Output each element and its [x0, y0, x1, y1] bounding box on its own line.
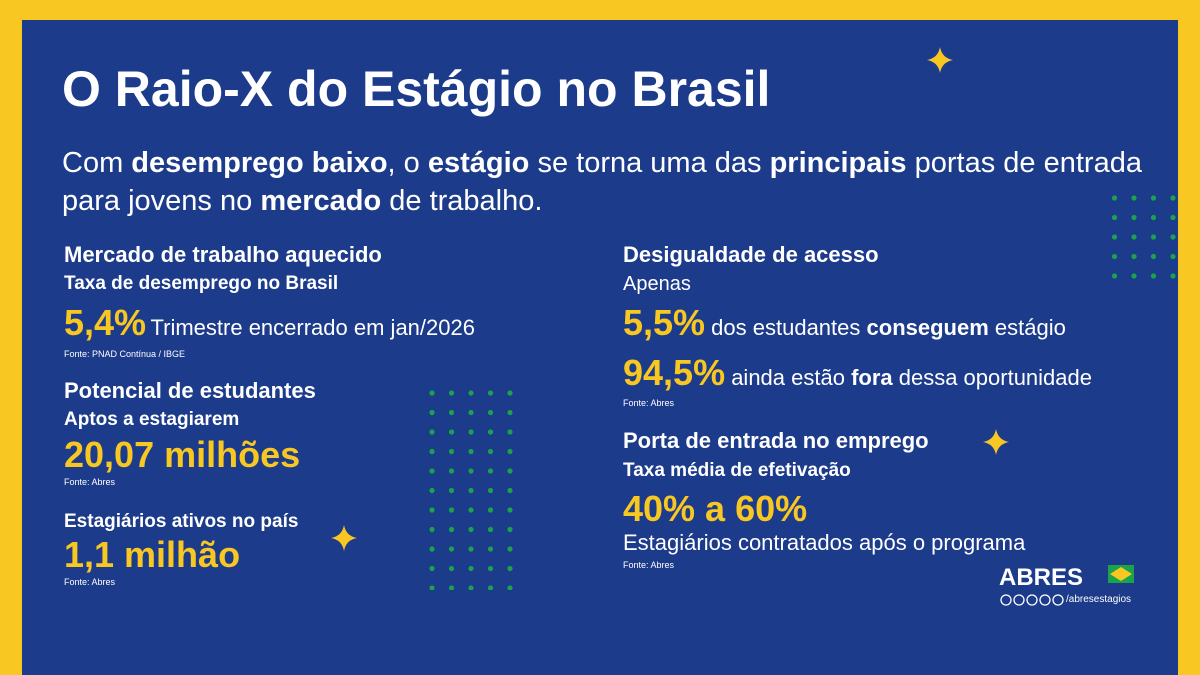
text: principais — [769, 147, 907, 179]
text: ainda estão — [725, 365, 852, 390]
label: Taxa de desemprego no Brasil — [64, 273, 339, 294]
source: Fonte: Abres — [623, 560, 675, 570]
handle: /abresestagios — [1066, 594, 1132, 605]
stat: 94,5% — [623, 352, 726, 393]
social-icons — [1000, 594, 1064, 606]
source: Fonte: Abres — [64, 477, 116, 487]
source: Fonte: PNAD Contínua / IBGE — [64, 349, 186, 359]
text: estágio — [988, 315, 1066, 340]
text: conseguem — [866, 315, 989, 340]
title: O Raio-X do Estágio no Brasil — [62, 61, 771, 117]
brand: ABRES — [999, 564, 1084, 591]
text: dessa oportunidade — [892, 365, 1092, 390]
sparkle — [983, 429, 1009, 455]
text: Com — [62, 147, 132, 179]
source: Fonte: Abres — [64, 577, 116, 587]
heading: Porta de entrada no emprego — [623, 428, 929, 453]
text: fora — [851, 365, 893, 390]
stat: 5,4% — [64, 302, 147, 343]
flag — [1110, 567, 1132, 581]
label: Aptos a estagiarem — [64, 409, 240, 430]
text: de trabalho. — [381, 185, 543, 217]
text: estágio — [427, 147, 530, 179]
stat-line: 5,5% dos estudantes conseguem estágio — [623, 302, 1066, 344]
stat-line: 5,4% Trimestre encerrado em jan/2026 — [64, 302, 475, 344]
heading: Mercado de trabalho aquecido — [64, 242, 382, 267]
stat: 1,1 milhão — [64, 534, 241, 575]
label: Taxa média de efetivação — [623, 460, 851, 481]
text: dos estudantes — [705, 315, 867, 340]
text: , o — [387, 147, 428, 179]
heading: Estagiários ativos no país — [64, 511, 299, 532]
note: Estagiários contratados após o programa — [623, 530, 1026, 555]
sparkle — [331, 525, 357, 551]
stat: 5,5% — [623, 302, 706, 343]
text: desemprego baixo — [131, 147, 388, 179]
text: portas de entrada para jovens no — [62, 147, 1142, 217]
dot-grid — [425, 390, 523, 590]
dot-grid — [1112, 185, 1190, 285]
stat: 20,07 milhões — [64, 434, 301, 475]
label: Apenas — [623, 273, 691, 295]
subtitle: Com desemprego baixo, o estágio se torna… — [62, 144, 1142, 220]
heading: Potencial de estudantes — [64, 378, 316, 403]
heading: Desigualdade de acesso — [623, 242, 879, 267]
note: Trimestre encerrado em jan/2026 — [150, 315, 475, 340]
panel — [22, 20, 1178, 675]
stat: 40% a 60% — [623, 488, 808, 529]
sparkle — [927, 47, 953, 73]
text: mercado — [260, 185, 382, 217]
text: se torna uma das — [529, 147, 770, 179]
stat-line: 94,5% ainda estão fora dessa oportunidad… — [623, 352, 1092, 394]
source: Fonte: Abres — [623, 398, 675, 408]
